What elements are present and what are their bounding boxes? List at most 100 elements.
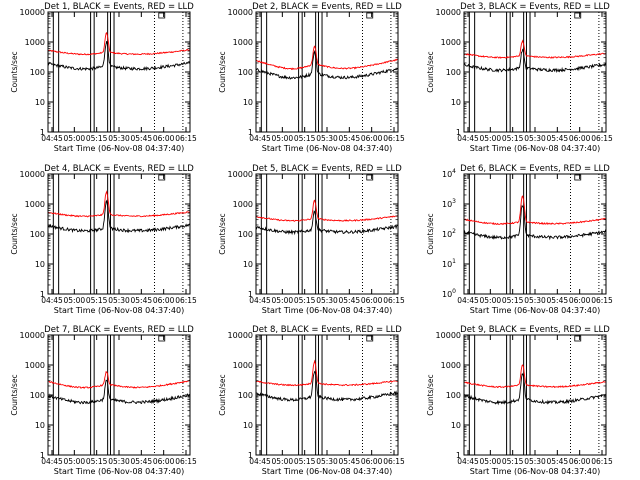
x-tick-label: 05:00 bbox=[64, 296, 86, 305]
y-axis-label: Counts/sec bbox=[218, 213, 227, 254]
y-tick-label: 10 bbox=[451, 98, 461, 107]
detector-panel-5: Det 5, BLACK = Events, RED = LLD 1 10 100 10… bbox=[218, 164, 405, 315]
panel-title: Det 6, BLACK = Events, RED = LLD bbox=[460, 164, 610, 174]
x-tick-label: 05:00 bbox=[64, 457, 86, 466]
y-tick-label: 10 bbox=[243, 421, 253, 430]
x-axis-label: Start Time (06-Nov-08 04:37:40) bbox=[54, 306, 184, 315]
y-tick-label: 100 bbox=[30, 391, 45, 400]
overlay-box bbox=[158, 12, 166, 19]
lld-series-line bbox=[464, 39, 606, 59]
x-tick-label: 06:00 bbox=[569, 457, 591, 466]
events-series-line bbox=[256, 370, 398, 402]
y-tick-label: 1 bbox=[248, 128, 253, 137]
x-tick-label: 06:15 bbox=[591, 134, 613, 143]
y-axis-label: Counts/sec bbox=[10, 51, 19, 92]
events-series-line bbox=[48, 379, 190, 406]
y-tick-label: 10000 bbox=[436, 8, 461, 17]
x-tick-label: 05:15 bbox=[294, 134, 316, 143]
x-tick-label: 06:15 bbox=[175, 134, 197, 143]
panel-title: Det 3, BLACK = Events, RED = LLD bbox=[460, 2, 610, 12]
x-tick-label: 05:00 bbox=[272, 134, 294, 143]
x-tick-label: 05:30 bbox=[316, 296, 338, 305]
y-tick-label: 1000 bbox=[233, 38, 253, 47]
x-tick-label: 05:45 bbox=[547, 457, 569, 466]
panel-title: Det 9, BLACK = Events, RED = LLD bbox=[460, 325, 610, 335]
detector-panel-8: Det 8, BLACK = Events, RED = LLD 1 10 100 10… bbox=[218, 325, 405, 476]
y-tick-label: 1 bbox=[456, 128, 461, 137]
y-tick-label: 1 bbox=[248, 290, 253, 299]
x-axis-label: Start Time (06-Nov-08 04:37:40) bbox=[470, 144, 600, 153]
x-tick-label: 06:15 bbox=[175, 457, 197, 466]
lld-series-line bbox=[48, 190, 190, 218]
panel-title: Det 4, BLACK = Events, RED = LLD bbox=[44, 164, 194, 174]
y-tick-label: 1 bbox=[456, 451, 461, 460]
x-tick-label: 05:45 bbox=[131, 296, 153, 305]
x-axis-label: Start Time (06-Nov-08 04:37:40) bbox=[470, 467, 600, 476]
y-tick-label: 1000 bbox=[25, 361, 45, 370]
x-tick-label: 04:45 bbox=[249, 134, 271, 143]
x-tick-label: 06:00 bbox=[153, 296, 175, 305]
x-tick-label: 06:15 bbox=[175, 296, 197, 305]
lld-series-line bbox=[48, 32, 190, 56]
y-axis-label: Counts/sec bbox=[426, 51, 435, 92]
x-tick-label: 05:15 bbox=[86, 134, 108, 143]
x-axis-label: Start Time (06-Nov-08 04:37:40) bbox=[262, 467, 392, 476]
y-tick-label: 1000 bbox=[25, 38, 45, 47]
x-tick-label: 04:45 bbox=[41, 457, 63, 466]
panel-title: Det 5, BLACK = Events, RED = LLD bbox=[252, 164, 402, 174]
y-axis-label: Counts/sec bbox=[10, 213, 19, 254]
y-tick-label: 10000 bbox=[20, 331, 45, 340]
panel-title: Det 2, BLACK = Events, RED = LLD bbox=[252, 2, 402, 12]
x-tick-label: 05:30 bbox=[316, 134, 338, 143]
lld-series-line bbox=[256, 359, 398, 387]
detector-panel-7: Det 7, BLACK = Events, RED = LLD 1 10 100 10… bbox=[10, 325, 197, 476]
lld-series-line bbox=[464, 364, 606, 389]
y-axis-label: Counts/sec bbox=[218, 51, 227, 92]
x-tick-label: 05:30 bbox=[108, 134, 130, 143]
x-tick-label: 06:15 bbox=[383, 296, 405, 305]
y-tick-label: 1 bbox=[40, 128, 45, 137]
x-tick-label: 04:45 bbox=[41, 296, 63, 305]
x-tick-label: 05:30 bbox=[108, 296, 130, 305]
x-tick-label: 06:00 bbox=[361, 296, 383, 305]
x-tick-label: 06:00 bbox=[361, 457, 383, 466]
events-series-line bbox=[256, 210, 398, 236]
y-tick-label: 1000 bbox=[441, 38, 461, 47]
overlay-box bbox=[574, 12, 582, 19]
y-tick-label: 100 bbox=[442, 288, 456, 299]
y-tick-label: 100 bbox=[30, 230, 45, 239]
x-tick-label: 05:00 bbox=[480, 134, 502, 143]
y-tick-label: 10 bbox=[35, 260, 45, 269]
y-tick-label: 10000 bbox=[228, 8, 253, 17]
detector-panel-2: Det 2, BLACK = Events, RED = LLD 1 10 100 10… bbox=[218, 2, 405, 153]
x-tick-label: 05:15 bbox=[502, 134, 524, 143]
x-tick-label: 06:15 bbox=[383, 457, 405, 466]
y-tick-label: 1 bbox=[248, 451, 253, 460]
detector-panel-3: Det 3, BLACK = Events, RED = LLD 1 10 100 10… bbox=[426, 2, 613, 153]
x-tick-label: 05:30 bbox=[108, 457, 130, 466]
x-tick-label: 04:45 bbox=[41, 134, 63, 143]
x-tick-label: 05:45 bbox=[339, 134, 361, 143]
y-axis-label: Counts/sec bbox=[426, 374, 435, 415]
events-series-line bbox=[48, 41, 190, 72]
events-series-line bbox=[48, 199, 190, 234]
x-tick-label: 05:30 bbox=[524, 134, 546, 143]
x-tick-label: 05:30 bbox=[316, 457, 338, 466]
x-tick-label: 06:00 bbox=[153, 134, 175, 143]
y-tick-label: 10000 bbox=[228, 170, 253, 179]
x-tick-label: 06:15 bbox=[591, 296, 613, 305]
x-tick-label: 06:00 bbox=[361, 134, 383, 143]
y-tick-label: 101 bbox=[442, 258, 456, 269]
y-tick-label: 10000 bbox=[20, 170, 45, 179]
x-tick-label: 05:15 bbox=[502, 457, 524, 466]
panel-title: Det 1, BLACK = Events, RED = LLD bbox=[44, 2, 194, 12]
y-tick-label: 100 bbox=[446, 391, 461, 400]
y-tick-label: 100 bbox=[238, 230, 253, 239]
panel-title: Det 7, BLACK = Events, RED = LLD bbox=[44, 325, 194, 335]
x-tick-label: 05:15 bbox=[86, 457, 108, 466]
y-axis-label: Counts/sec bbox=[218, 374, 227, 415]
x-tick-label: 05:00 bbox=[480, 457, 502, 466]
y-tick-label: 100 bbox=[30, 68, 45, 77]
